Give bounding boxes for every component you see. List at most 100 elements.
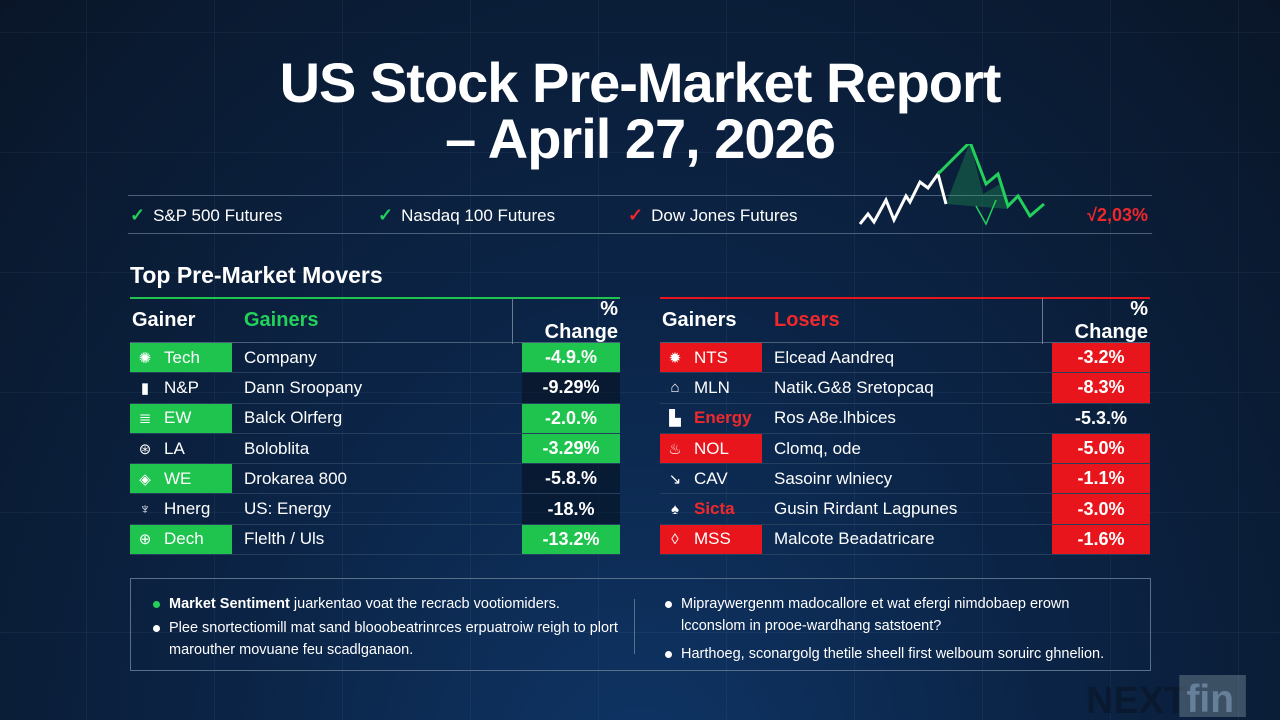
ticker: NTS bbox=[694, 347, 728, 367]
table-row[interactable]: ✺ Tech Company -4.9.% bbox=[130, 343, 620, 374]
nextfin-watermark-logo: NEXT fin bbox=[1086, 675, 1246, 717]
table-row[interactable]: ✹ NTS Elcead Aandreq -3.2% bbox=[660, 343, 1150, 374]
table-row[interactable]: ▮ N&P Dann Sroopany -9.29% bbox=[130, 373, 620, 404]
table-row[interactable]: ↘ CAV Sasoinr wlniecy -1.1% bbox=[660, 464, 1150, 495]
table-row[interactable]: ⊕ Dech Flelth / Uls -13.2% bbox=[130, 524, 620, 556]
ticker-cell: ⊛ LA bbox=[130, 434, 232, 463]
check-up-icon: ✓ bbox=[378, 205, 394, 225]
table-row[interactable]: ⌂ MLN Natik.G&8 Sretopcaq -8.3% bbox=[660, 373, 1150, 404]
percent-change: -9.29% bbox=[522, 373, 620, 403]
percent-change: -3.29% bbox=[522, 433, 620, 464]
company-name: Dann Sroopany bbox=[244, 377, 363, 397]
losers-table: Gainers Losers % Change ✹ NTS Elcead Aandr… bbox=[660, 297, 1150, 556]
company-name: Natik.G&8 Sretopcaq bbox=[774, 377, 934, 397]
company-name: Elcead Aandreq bbox=[774, 347, 895, 367]
ticker: EW bbox=[164, 408, 192, 428]
gainers-accent-bar bbox=[130, 297, 620, 299]
ticker-cell: ♨ NOL bbox=[660, 433, 762, 464]
sparkline-icon bbox=[858, 144, 1045, 226]
company-name: Balck Olrferg bbox=[244, 408, 343, 428]
futures-label: S&P 500 Futures bbox=[153, 205, 283, 225]
svg-text:NEXT: NEXT bbox=[1086, 680, 1187, 717]
ticker-cell: ≣ EW bbox=[130, 403, 232, 433]
ticker: MSS bbox=[694, 529, 731, 549]
table-row[interactable]: ♨ NOL Clomq, ode -5.0% bbox=[660, 433, 1150, 465]
table-row[interactable]: ⊛ LA Boloblita -3.29% bbox=[130, 433, 620, 465]
percent-change: -18.% bbox=[522, 494, 620, 524]
bar-chart-icon: ▮ bbox=[140, 379, 150, 397]
header-col3: % Change bbox=[1042, 297, 1150, 344]
percent-change: -13.2% bbox=[522, 524, 620, 555]
svg-text:fin: fin bbox=[1186, 678, 1234, 717]
company-name: Sasoinr wlniecy bbox=[774, 468, 893, 488]
company-name: Flelth / Uls bbox=[244, 529, 325, 549]
table-row[interactable]: ◈ WE Drokarea 800 -5.8.% bbox=[130, 464, 620, 495]
refinery-icon: ♨ bbox=[668, 440, 682, 458]
ticker-cell: ◈ WE bbox=[130, 464, 232, 494]
table-row[interactable]: ≣ EW Balck Olrferg -2.0.% bbox=[130, 403, 620, 434]
percent-change: -2.0.% bbox=[522, 403, 620, 433]
header-col3: % Change bbox=[512, 297, 620, 344]
percent-change: -4.9.% bbox=[522, 343, 620, 373]
note-item: Mipraywergenm madocallore et wat efergi … bbox=[661, 593, 1131, 637]
table-row[interactable]: ▙ Energy Ros A8e.lhbices -5.3.% bbox=[660, 404, 1150, 434]
title-line-2: – April 27, 2026 bbox=[445, 107, 836, 170]
page-title: US Stock Pre-Market Report – April 27, 2… bbox=[0, 55, 1280, 167]
ticker-cell: ↘ CAV bbox=[660, 464, 762, 493]
futures-sp500: ✓ S&P 500 Futures bbox=[130, 205, 282, 226]
ticker: WE bbox=[164, 468, 192, 488]
company-name: Ros A8e.lhbices bbox=[774, 408, 896, 428]
ticker: N&P bbox=[164, 377, 199, 397]
ticker-cell: ♆ Hnerg bbox=[130, 494, 232, 523]
percent-change: -5.3.% bbox=[1074, 407, 1128, 428]
gainers-table: Gainer Gainers % Change ✺ Tech Company -4.9… bbox=[130, 297, 620, 556]
note-item: Plee snortectiomill mat sand blooobeatri… bbox=[149, 617, 619, 661]
percent-change: -5.0% bbox=[1052, 433, 1150, 464]
ticker-cell: ▮ N&P bbox=[130, 373, 232, 402]
drops-icon: ♠ bbox=[671, 500, 679, 518]
percent-change: -1.1% bbox=[1052, 464, 1150, 494]
ticker-cell: ✺ Tech bbox=[130, 343, 232, 373]
ticker: Energy bbox=[694, 408, 752, 428]
chart-down-icon: ↘ bbox=[668, 470, 682, 488]
header-col2: Gainers bbox=[244, 309, 319, 331]
ticker-cell: ♠ Sicta bbox=[660, 494, 762, 523]
futures-dow: ✓ Dow Jones Futures bbox=[628, 205, 798, 226]
note-bold: Market Sentiment bbox=[169, 596, 290, 612]
futures-change: √2,03% bbox=[1087, 205, 1148, 225]
table-row[interactable]: ◊ MSS Malcote Beadatricare -1.6% bbox=[660, 524, 1150, 556]
building-icon: ⌂ bbox=[670, 379, 680, 397]
futures-label: Nasdaq 100 Futures bbox=[401, 205, 556, 225]
factory-icon: ▙ bbox=[669, 410, 681, 428]
company-name: Gusin Rirdant Lagpunes bbox=[774, 499, 958, 519]
percent-change: -3.0% bbox=[1052, 494, 1150, 524]
notes-divider bbox=[634, 599, 635, 654]
ticker-cell: ⌂ MLN bbox=[660, 373, 762, 402]
note-item: Market Sentiment juarkentao voat the rec… bbox=[149, 593, 619, 615]
company-name: US: Energy bbox=[244, 499, 331, 519]
percent-change: -5.8.% bbox=[522, 464, 620, 494]
company-name: Company bbox=[244, 347, 317, 367]
company-name: Boloblita bbox=[244, 438, 310, 458]
ticker: Sicta bbox=[694, 499, 735, 519]
note-item: Harthoeg, sconargolg thetile sheell firs… bbox=[661, 643, 1131, 665]
percent-change: -8.3% bbox=[1052, 373, 1150, 403]
losers-header: Gainers Losers % Change bbox=[660, 297, 1150, 344]
notes-box: Market Sentiment juarkentao voat the rec… bbox=[130, 578, 1151, 671]
ticker: Hnerg bbox=[164, 499, 211, 519]
futures-bar: ✓ S&P 500 Futures ✓ Nasdaq 100 Futures ✓ Do… bbox=[128, 144, 1152, 234]
company-name: Malcote Beadatricare bbox=[774, 529, 935, 549]
table-row[interactable]: ♆ Hnerg US: Energy -18.% bbox=[130, 494, 620, 525]
ticker-cell: ▙ Energy bbox=[660, 404, 762, 433]
note-text: juarkentao voat the recracb vootiomiders… bbox=[289, 596, 560, 612]
header-col1: Gainer bbox=[132, 309, 196, 331]
ticker: MLN bbox=[694, 377, 730, 397]
futures-label: Dow Jones Futures bbox=[651, 205, 798, 225]
notes-right: Mipraywergenm madocallore et wat efergi … bbox=[661, 593, 1131, 665]
note-text: Harthoeg, sconargolg thetile sheell firs… bbox=[681, 646, 1105, 662]
gainers-header: Gainer Gainers % Change bbox=[130, 297, 620, 344]
energy-icon: ♆ bbox=[139, 500, 151, 518]
ticker-cell: ✹ NTS bbox=[660, 343, 762, 373]
table-row[interactable]: ♠ Sicta Gusin Rirdant Lagpunes -3.0% bbox=[660, 494, 1150, 525]
check-down-icon: ✓ bbox=[628, 205, 644, 225]
